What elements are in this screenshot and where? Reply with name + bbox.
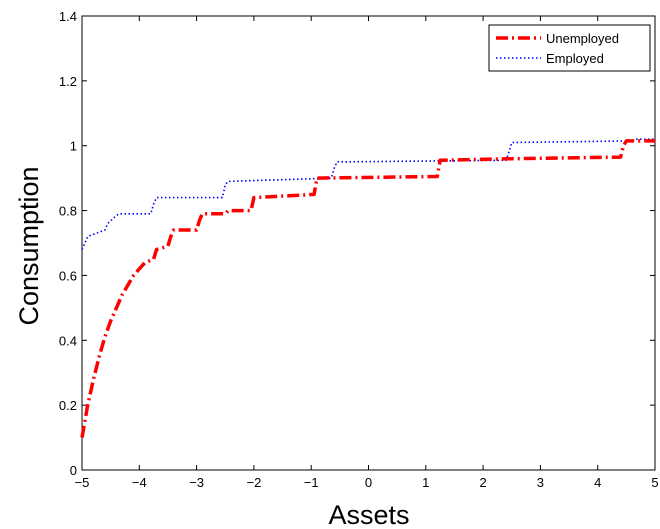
- y-tick-label: 1: [70, 139, 77, 154]
- x-tick-label: 5: [651, 475, 658, 490]
- x-tick-label: 2: [479, 475, 486, 490]
- legend-box: [488, 24, 651, 72]
- x-tick-label: −1: [304, 475, 319, 490]
- x-tick-label: 4: [594, 475, 601, 490]
- y-tick-label: 0.2: [59, 398, 77, 413]
- x-tick-label: −2: [246, 475, 261, 490]
- y-tick-label: 0.6: [59, 268, 77, 283]
- x-tick-label: −5: [75, 475, 90, 490]
- x-tick-label: 0: [365, 475, 372, 490]
- y-tick-label: 0: [70, 463, 77, 478]
- y-axis-label: Consumption: [14, 166, 44, 325]
- x-axis-label: Assets: [328, 500, 409, 529]
- y-tick-label: 1.4: [59, 9, 77, 24]
- legend-label-unemployed: Unemployed: [546, 31, 619, 46]
- y-tick-label: 0.4: [59, 333, 77, 348]
- y-axis-ticks: 0 0.2 0.4 0.6 0.8 1 1.2 1.4: [59, 9, 655, 478]
- legend-label-employed: Employed: [546, 51, 604, 66]
- y-tick-label: 0.8: [59, 204, 77, 219]
- series-layer: [80, 138, 655, 438]
- series-line-unemployed: [80, 139, 655, 438]
- series-line-employed: [81, 138, 655, 250]
- x-tick-label: −3: [189, 475, 204, 490]
- legend: Unemployed Employed: [488, 24, 651, 72]
- x-tick-label: 1: [422, 475, 429, 490]
- x-tick-label: −4: [132, 475, 147, 490]
- x-tick-label: 3: [537, 475, 544, 490]
- y-tick-label: 1.2: [59, 74, 77, 89]
- x-axis-ticks: −5 −4 −3 −2 −1 0 1 2 3 4 5: [75, 16, 659, 490]
